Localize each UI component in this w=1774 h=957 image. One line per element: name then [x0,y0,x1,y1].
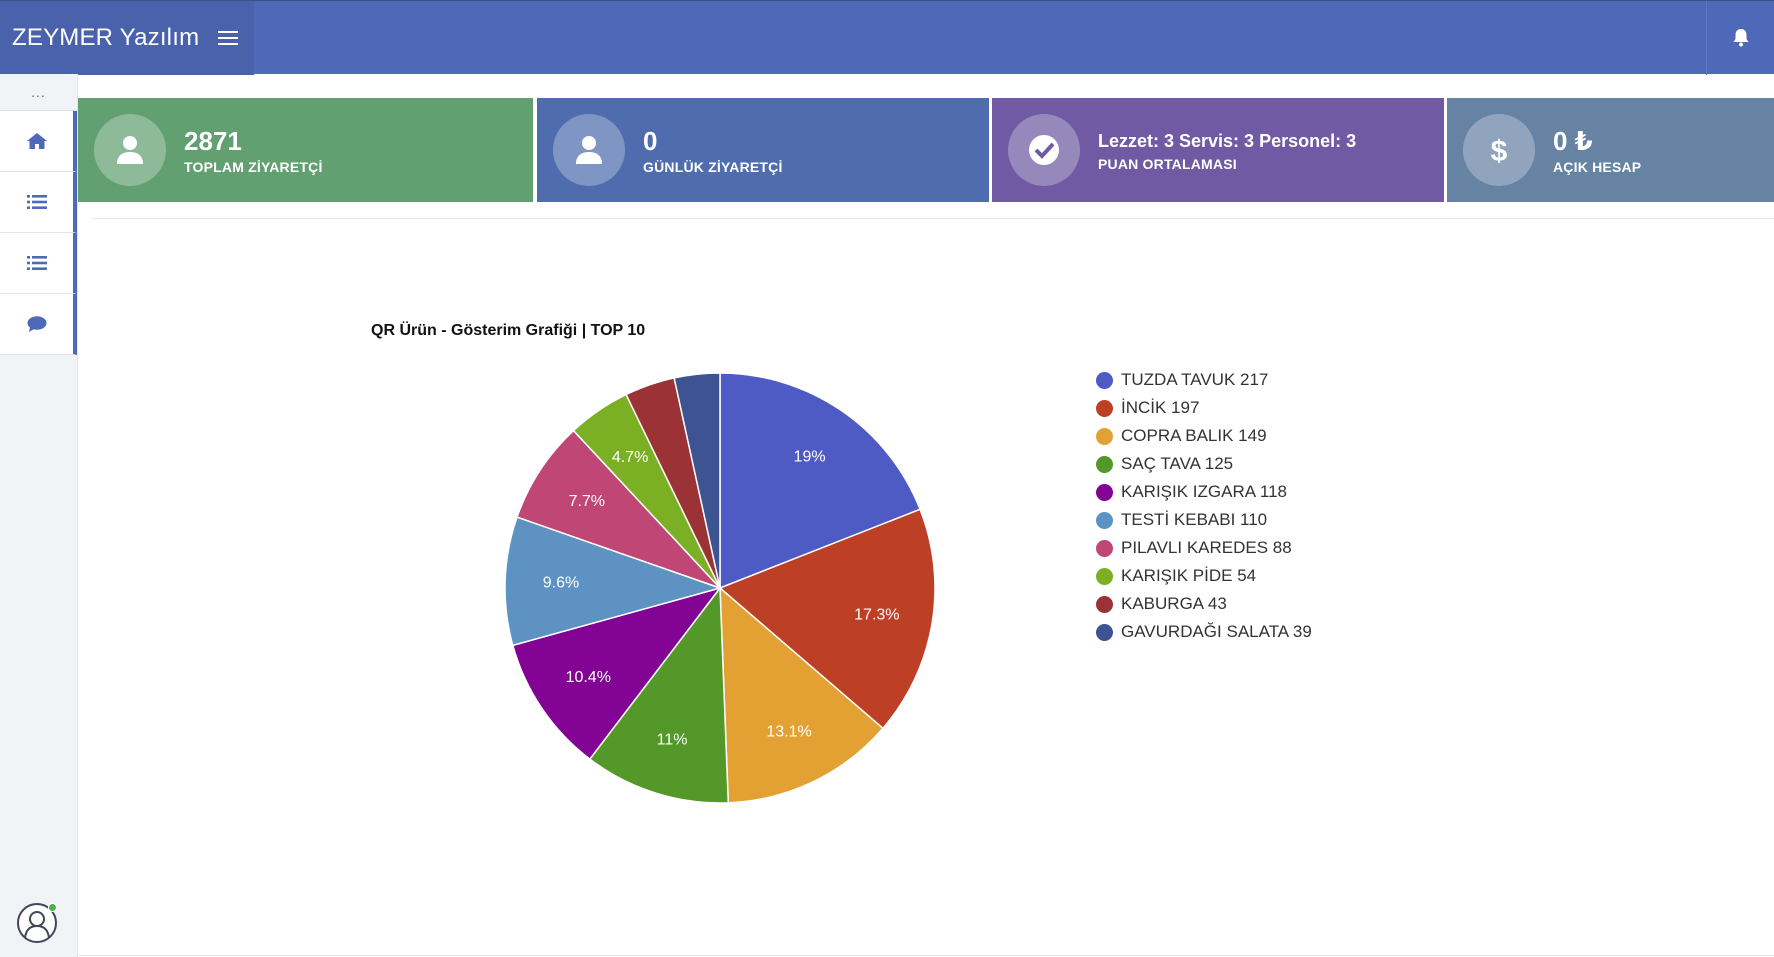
pie-slice-5[interactable] [504,516,723,647]
app-title[interactable]: ZEYMER Yazılım [12,24,200,51]
chart-title: QR Ürün - Gösterim Grafiği | TOP 10 [371,322,646,339]
legend-color-dot [1096,595,1113,613]
list-icon [26,195,47,209]
pie-slice-1[interactable] [718,508,936,730]
legend-color-dot [1096,539,1113,557]
sidebar-more[interactable]: ... [0,74,77,111]
notifications-button[interactable] [1706,1,1774,75]
pie-slice-label: 7.7% [569,493,605,510]
dollar-icon: $ [1491,135,1508,167]
legend-item[interactable]: PILAVLI KAREDES 88 [1096,534,1312,562]
comment-icon [27,316,46,332]
pie-slice-label: 17.3% [854,607,899,624]
stat-label: AÇIK HESAP [1553,158,1642,175]
legend-item[interactable]: KARIŞIK PİDE 54 [1096,562,1312,590]
bell-icon [1733,29,1748,47]
stat-card-rating-average: Lezzet: 3 Servis: 3 Personel: 3 PUAN ORT… [992,98,1444,202]
list-icon [26,256,47,270]
stat-icon-circle: $ [1463,114,1535,186]
legend-label: TESTİ KEBABI 110 [1121,510,1268,529]
pie-slice-label: 19% [794,449,826,466]
legend-color-dot [1096,483,1113,501]
legend-label: KARIŞIK IZGARA 118 [1121,482,1287,501]
legend-color-dot [1096,455,1113,473]
sidebar: ... [0,74,78,957]
stat-card-open-account: $ 0 ₺ AÇIK HESAP [1447,98,1774,202]
legend-item[interactable]: KARIŞIK IZGARA 118 [1096,478,1312,506]
stat-value: 0 [643,125,658,156]
svg-text:$: $ [1491,135,1508,167]
pie-slice-2[interactable] [719,586,884,804]
legend-color-dot [1096,399,1113,417]
pie-slice-3[interactable] [588,585,730,804]
legend-label: KABURGA 43 [1121,594,1227,613]
chart-legend: TUZDA TAVUK 217 İNCİK 197 COPRA BALIK 149 S… [1096,366,1312,646]
legend-label: KARIŞIK PİDE 54 [1121,566,1257,585]
legend-item[interactable]: KABURGA 43 [1096,590,1312,618]
pie-slice-4[interactable] [511,586,722,761]
user-avatar[interactable] [17,903,57,943]
legend-item[interactable]: COPRA BALIK 149 [1096,422,1312,450]
pie-slice-label: 4.7% [612,449,648,466]
stat-value: Lezzet: 3 Servis: 3 Personel: 3 [1098,130,1357,151]
legend-item[interactable]: SAÇ TAVA 125 [1096,450,1312,478]
sidebar-item-home[interactable] [0,111,77,172]
stat-value: 2871 [184,125,242,156]
home-icon [26,133,47,149]
user-avatar-icon [24,911,50,939]
pie-slice-label: 10.4% [566,669,611,686]
pie-slice-0[interactable] [719,372,922,590]
pie-slice-label: 9.6% [543,575,579,592]
legend-color-dot [1096,427,1113,445]
brand: ZEYMER Yazılım [0,1,254,75]
stat-icon-circle [1008,114,1080,186]
sidebar-item-comments[interactable] [0,294,77,355]
stat-label: TOPLAM ZİYARETÇİ [184,158,323,175]
user-icon [576,136,602,164]
content-divider [92,218,1774,219]
legend-label: SAÇ TAVA 125 [1121,454,1234,473]
legend-label: COPRA BALIK 149 [1121,426,1267,445]
legend-label: GAVURDAĞI SALATA 39 [1121,622,1312,641]
legend-item[interactable]: İNCİK 197 [1096,394,1312,422]
stat-card-total-visitors: 2871 TOPLAM ZİYARETÇİ [78,98,533,202]
legend-item[interactable]: GAVURDAĞI SALATA 39 [1096,618,1312,646]
legend-label: TUZDA TAVUK 217 [1121,370,1269,389]
legend-color-dot [1096,567,1113,585]
stat-label: GÜNLÜK ZİYARETÇİ [643,158,783,175]
legend-item[interactable]: TESTİ KEBABI 110 [1096,506,1312,534]
stat-value: 0 ₺ [1553,125,1593,156]
online-status-dot [48,903,57,912]
pie-slice-label: 13.1% [766,723,811,740]
legend-label: İNCİK 197 [1121,398,1200,417]
stat-icon-circle [94,114,166,186]
stat-icon-circle [553,114,625,186]
stat-card-daily-visitors: 0 GÜNLÜK ZİYARETÇİ [537,98,989,202]
legend-color-dot [1096,371,1113,389]
pie-slice-9[interactable] [673,372,721,589]
legend-color-dot [1096,623,1113,641]
check-icon [1029,135,1059,165]
pie-chart: 19% 17.3% 13.1% 11% 10.4% 9.6% 7.7% 4.7% [504,372,936,804]
stat-label: PUAN ORTALAMASI [1098,155,1237,172]
sidebar-item-list-1[interactable] [0,172,77,233]
top-navbar: ZEYMER Yazılım [0,0,1774,75]
legend-color-dot [1096,511,1113,529]
pie-slice-label: 11% [657,732,688,749]
user-icon [117,136,143,164]
legend-label: PILAVLI KAREDES 88 [1121,538,1292,557]
legend-item[interactable]: TUZDA TAVUK 217 [1096,366,1312,394]
content-bottom-border [78,955,1774,956]
menu-toggle-icon[interactable] [218,27,238,49]
pie-slice-6[interactable] [516,429,721,589]
sidebar-item-list-2[interactable] [0,233,77,294]
